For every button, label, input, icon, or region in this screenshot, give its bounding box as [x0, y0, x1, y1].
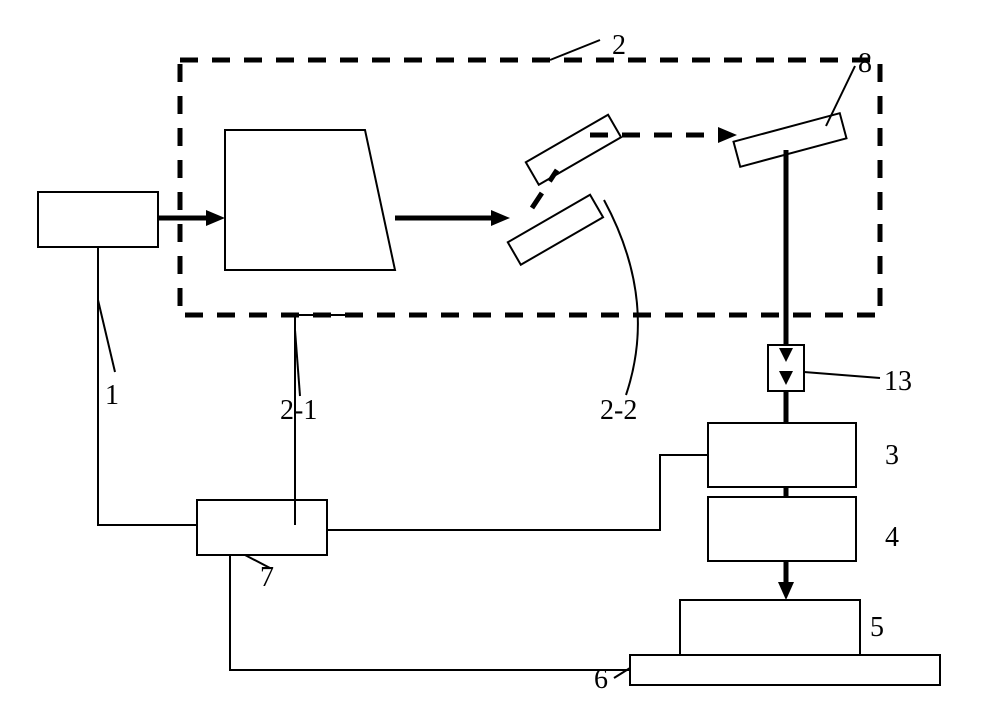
- block-2-1: [225, 130, 395, 270]
- label-2-1: 2-1: [280, 395, 317, 427]
- callout-22: [604, 200, 638, 395]
- enclosure-2: [180, 60, 880, 315]
- block-3: [708, 423, 856, 487]
- callout-2: [550, 40, 600, 60]
- diagram-canvas: [0, 0, 1000, 722]
- callout-13: [804, 372, 880, 378]
- label-6: 6: [594, 664, 608, 696]
- label-7: 7: [260, 562, 274, 594]
- label-1: 1: [105, 380, 119, 412]
- beam-mll-to-mul: [532, 170, 557, 208]
- arrowhead-icon: [779, 348, 793, 362]
- wire-7-to-3: [327, 455, 708, 530]
- label-8: 8: [858, 48, 872, 80]
- label-4: 4: [885, 522, 899, 554]
- label-2-2: 2-2: [600, 395, 637, 427]
- mirror-upper-left: [526, 115, 621, 185]
- label-2: 2: [612, 30, 626, 62]
- arrowhead-icon: [206, 210, 225, 226]
- label-3: 3: [885, 440, 899, 472]
- mirror-lower-left: [508, 195, 603, 265]
- callout-1: [98, 300, 115, 372]
- arrowhead-icon: [491, 210, 510, 226]
- arrowhead-icon: [778, 582, 794, 600]
- block-4: [708, 497, 856, 561]
- block-5: [680, 600, 860, 655]
- arrowhead-icon: [779, 371, 793, 385]
- label-13: 13: [884, 366, 912, 398]
- mirror-8: [734, 113, 847, 167]
- block-7: [197, 500, 327, 555]
- block-6: [630, 655, 940, 685]
- label-5: 5: [870, 612, 884, 644]
- block-1: [38, 192, 158, 247]
- wire-7-to-6: [230, 555, 630, 670]
